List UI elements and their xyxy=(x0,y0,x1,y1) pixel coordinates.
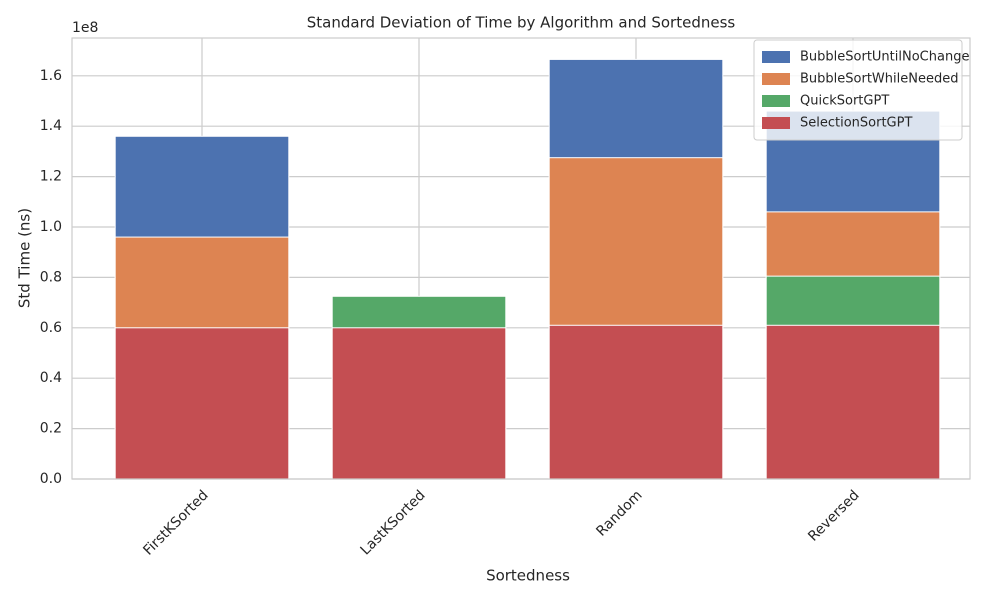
plot-frame xyxy=(71,37,971,480)
y-offset-label: 1e8 xyxy=(72,20,98,36)
bar xyxy=(765,324,941,480)
legend-swatch xyxy=(762,117,790,129)
y-tick-label: 1.4 xyxy=(40,118,62,134)
legend: BubbleSortUntilNoChange BubbleSortWhileNe… xyxy=(753,39,969,141)
y-tick-label: 0.4 xyxy=(40,370,62,386)
legend-swatch xyxy=(762,51,790,63)
y-tick-label: 0.6 xyxy=(40,320,62,336)
y-tick-label: 1.6 xyxy=(40,68,62,84)
legend-swatch xyxy=(762,95,790,107)
y-tick-label: 0.0 xyxy=(40,471,62,487)
x-axis-label: Sortedness xyxy=(486,567,570,585)
legend-label: BubbleSortUntilNoChange xyxy=(800,50,969,65)
legend-swatch xyxy=(762,73,790,85)
y-tick-label: 0.8 xyxy=(40,269,62,285)
legend-box xyxy=(753,39,963,141)
y-tick-label: 0.2 xyxy=(40,421,62,437)
legend-label: QuickSortGPT xyxy=(800,94,889,109)
y-axis-label: Std Time (ns) xyxy=(16,208,34,308)
legend-label: SelectionSortGPT xyxy=(800,116,912,131)
bar xyxy=(114,327,290,480)
chart-title: Standard Deviation of Time by Algorithm … xyxy=(307,14,736,32)
bar xyxy=(331,327,507,480)
legend-label: BubbleSortWhileNeeded xyxy=(800,72,958,87)
y-tick-label: 1.2 xyxy=(40,169,62,185)
y-tick-label: 1.0 xyxy=(40,219,62,235)
bar xyxy=(548,324,724,480)
